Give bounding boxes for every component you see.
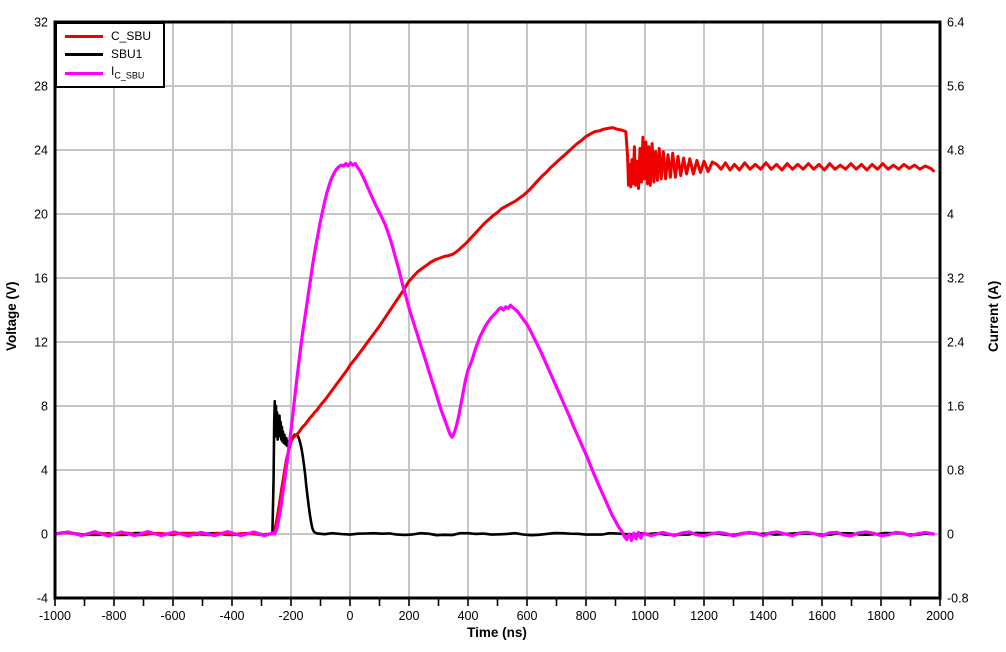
series-line-c_sbu <box>53 126 935 537</box>
y-left-tick-label: 8 <box>41 400 48 414</box>
legend-line-sample-red <box>65 34 103 38</box>
y-right-tick-label: 1.6 <box>947 400 964 414</box>
y-left-tick-label: 16 <box>34 272 48 286</box>
legend-item-sbu1: SBU1 <box>65 47 155 61</box>
x-tick-label: 800 <box>576 609 597 623</box>
y-left-tick-label: 32 <box>34 16 48 30</box>
legend-item-c-sbu: C_SBU <box>65 29 155 43</box>
x-tick-label: 1800 <box>867 609 895 623</box>
y-right-tick-label: 4.8 <box>947 144 964 158</box>
x-tick-label: -1000 <box>39 609 71 623</box>
x-tick-label: 400 <box>458 609 479 623</box>
x-tick-label: -200 <box>278 609 303 623</box>
x-tick-label: -400 <box>219 609 244 623</box>
series-line-sbu1 <box>53 399 935 537</box>
x-tick-label: 600 <box>517 609 538 623</box>
x-tick-label: 1200 <box>690 609 718 623</box>
y-left-tick-label: 28 <box>34 80 48 94</box>
x-tick-label: 1600 <box>808 609 836 623</box>
legend: C_SBU SBU1 IC_SBU <box>55 22 165 88</box>
y-left-tick-label: 24 <box>34 144 48 158</box>
legend-line-sample-black <box>65 52 103 56</box>
y-right-tick-label: 2.4 <box>947 336 964 350</box>
legend-label-ic-sbu: IC_SBU <box>111 63 145 81</box>
x-tick-label: 1000 <box>631 609 659 623</box>
y-right-tick-label: 5.6 <box>947 80 964 94</box>
y-right-tick-label: 4 <box>947 208 954 222</box>
x-tick-label: 0 <box>347 609 354 623</box>
x-tick-label: 200 <box>399 609 420 623</box>
y-left-tick-label: 12 <box>34 336 48 350</box>
x-axis-title: Time (ns) <box>467 625 527 640</box>
y-left-tick-label: 20 <box>34 208 48 222</box>
legend-item-ic-sbu: IC_SBU <box>65 63 155 81</box>
y-axis-title-left: Voltage (V) <box>4 281 19 351</box>
y-left-tick-label: 4 <box>41 464 48 478</box>
x-tick-label: -600 <box>160 609 185 623</box>
series-line-i_c_sbu <box>53 161 936 543</box>
y-right-tick-label: 3.2 <box>947 272 964 286</box>
y-right-tick-label: 0.8 <box>947 464 964 478</box>
y-right-tick-label: -0.8 <box>947 592 969 606</box>
plot-border <box>53 20 942 600</box>
y-left-tick-label: -4 <box>37 592 48 606</box>
y-right-tick-label: 0 <box>947 528 954 542</box>
x-tick-label: 1400 <box>749 609 777 623</box>
y-left-tick-label: 0 <box>41 528 48 542</box>
legend-line-sample-magenta <box>65 71 103 75</box>
x-tick-label: 2000 <box>926 609 954 623</box>
legend-label-sbu1: SBU1 <box>111 47 143 61</box>
y-axis-title-right: Current (A) <box>986 280 1001 352</box>
y-right-tick-label: 6.4 <box>947 16 964 30</box>
legend-label-c-sbu: C_SBU <box>111 29 152 43</box>
x-tick-label: -800 <box>101 609 126 623</box>
